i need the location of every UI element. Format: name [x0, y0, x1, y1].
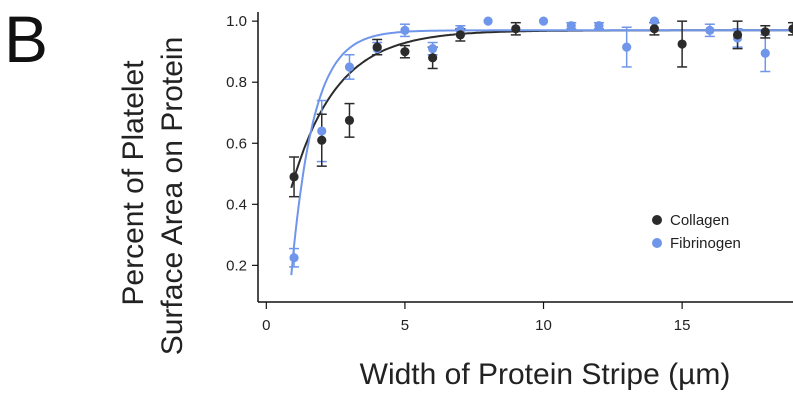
fibrinogen-legend-marker	[652, 238, 662, 248]
collagen-legend-marker	[652, 215, 662, 225]
collagen-point	[344, 115, 355, 125]
x-tick-label: 5	[401, 317, 409, 334]
fibrinogen-point	[705, 25, 715, 35]
legend: Collagen Fibrinogen	[652, 212, 741, 252]
x-tick-label: 0	[262, 317, 270, 334]
y-tick-label: 0.4	[226, 196, 247, 213]
y-tick-label: 0.6	[226, 135, 247, 152]
fibrinogen-point	[317, 126, 327, 136]
collagen-point	[289, 172, 299, 182]
fibrinogen-point	[594, 21, 604, 31]
collagen-point	[428, 53, 438, 63]
collagen-point	[788, 24, 793, 34]
fibrinogen-point	[400, 25, 410, 35]
fibrinogen-legend-label: Fibrinogen	[670, 235, 741, 252]
collagen-point	[760, 27, 770, 37]
collagen-point	[455, 30, 465, 40]
fibrinogen-point	[483, 16, 493, 26]
error-bars	[289, 20, 793, 268]
y-tick-label: 1.0	[226, 13, 247, 30]
y-tick-label: 0.2	[226, 257, 247, 274]
collagen-point	[400, 47, 410, 57]
fibrinogen-point	[622, 42, 632, 52]
collagen-point	[372, 42, 382, 52]
fibrinogen-point	[566, 21, 576, 31]
x-axis-title: Width of Protein Stripe (µm)	[360, 358, 731, 391]
collagen-point	[732, 30, 743, 40]
x-tick-label: 10	[535, 317, 552, 334]
y-axis-title-line-1: Percent of Platelet	[117, 60, 150, 306]
fibrinogen-point	[289, 253, 299, 263]
collagen-point	[317, 135, 327, 145]
fibrinogen-point	[649, 16, 659, 26]
y-axis-title-line-2: Surface Area on Protein	[156, 37, 189, 356]
fibrinogen-point	[428, 44, 438, 54]
x-tick-label: 15	[674, 317, 691, 334]
data-points	[289, 16, 793, 263]
collagen-point	[649, 24, 659, 34]
collagen-point	[677, 39, 687, 49]
collagen-legend-label: Collagen	[670, 212, 729, 229]
collagen-point	[511, 24, 521, 34]
panel-letter: B	[4, 2, 49, 76]
axes: 0.2 0.4 0.6 0.8 1.0 0 5 10 15	[226, 12, 793, 334]
fibrinogen-point	[344, 62, 355, 72]
collagen-fit-curve	[290, 29, 792, 189]
fibrinogen-point	[538, 16, 549, 26]
y-tick-label: 0.8	[226, 74, 247, 91]
fibrinogen-point	[760, 48, 770, 58]
